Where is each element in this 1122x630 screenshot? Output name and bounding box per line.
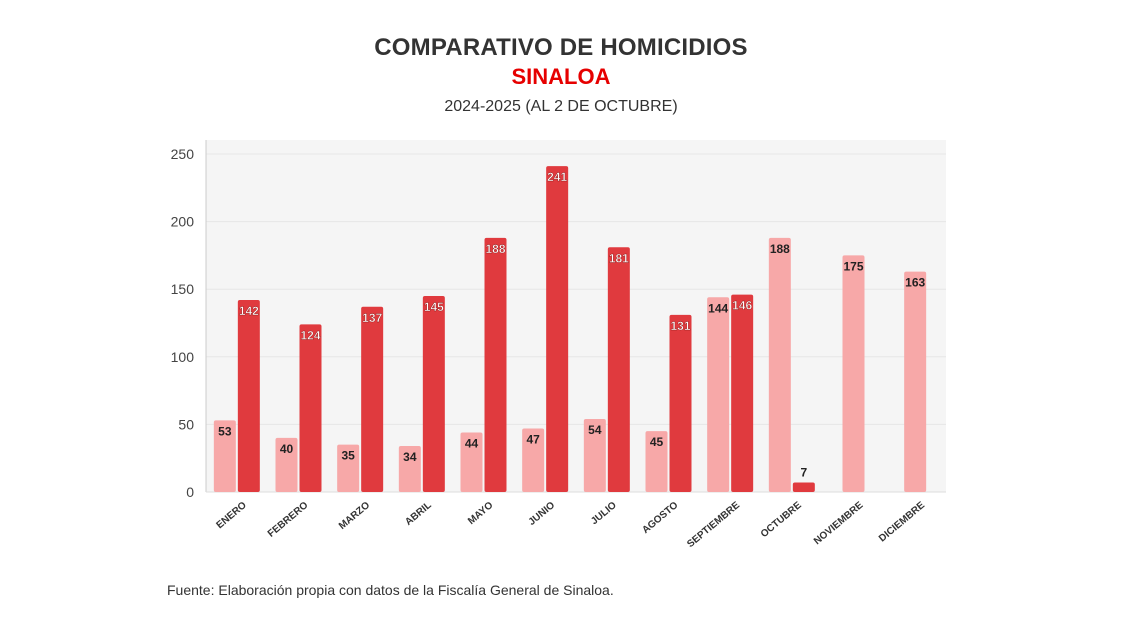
- source-note: Fuente: Elaboración propia con datos de …: [167, 582, 614, 598]
- data-label-2025: 145: [424, 300, 444, 314]
- data-label-2025: 124: [300, 328, 320, 342]
- bar-2024: [337, 444, 360, 492]
- bar-2025: [361, 306, 384, 492]
- chart-period: 2024-2025 (AL 2 DE OCTUBRE): [444, 98, 678, 115]
- data-label-2024: 54: [588, 423, 602, 437]
- x-tick-label: JUNIO: [527, 500, 558, 528]
- x-tick-label: ENERO: [214, 500, 248, 531]
- bar-2024: [213, 420, 236, 492]
- x-tick-label: NOVIEMBRE: [812, 500, 866, 548]
- bar-2025: [792, 482, 815, 492]
- bar-2025: [669, 314, 692, 492]
- bar-2024: [460, 432, 483, 492]
- data-label-2025: 137: [362, 311, 382, 325]
- bar-2025: [299, 324, 322, 492]
- data-label-2024: 144: [708, 301, 728, 315]
- data-label-2025: 131: [670, 319, 690, 333]
- y-tick-label: 0: [186, 484, 194, 500]
- plot-background: [206, 140, 946, 492]
- bar-2024: [768, 237, 791, 492]
- data-label-2025: 181: [609, 251, 629, 265]
- bar-2024: [275, 437, 298, 492]
- bar-2025: [484, 237, 507, 492]
- bar-2024: [583, 418, 606, 492]
- y-tick-label: 200: [171, 214, 195, 230]
- x-tick-label: SEPTIEMBRE: [685, 500, 742, 550]
- data-label-2024: 163: [905, 276, 925, 290]
- data-label-2025: 188: [485, 242, 505, 256]
- x-tick-label: ABRIL: [403, 500, 433, 528]
- data-label-2024: 40: [280, 442, 294, 456]
- data-label-2024: 175: [843, 259, 863, 273]
- bar-2025: [607, 247, 630, 492]
- data-label-2025: 7: [800, 466, 807, 480]
- data-label-2024: 34: [403, 450, 417, 464]
- y-tick-label: 150: [171, 281, 195, 297]
- bar-2024: [645, 431, 668, 492]
- data-label-2024: 188: [770, 242, 790, 256]
- x-tick-label: JULIO: [589, 500, 619, 527]
- y-tick-label: 100: [171, 349, 195, 365]
- x-tick-label: FEBRERO: [266, 500, 311, 540]
- bar-2024: [842, 255, 865, 492]
- bar-2025: [546, 166, 569, 492]
- bar-2025: [422, 295, 445, 492]
- bar-2024: [904, 271, 927, 492]
- x-tick-label: MAYO: [466, 500, 496, 527]
- bar-2025: [731, 294, 754, 492]
- data-label-2024: 44: [465, 437, 479, 451]
- bar-2024: [522, 428, 545, 492]
- x-tick-label: AGOSTO: [640, 500, 680, 536]
- y-tick-label: 250: [171, 146, 195, 162]
- data-label-2024: 47: [526, 432, 540, 446]
- data-label-2025: 241: [547, 170, 567, 184]
- data-label-2025: 146: [732, 299, 752, 313]
- y-tick-label: 50: [178, 416, 194, 432]
- bar-2024: [398, 446, 421, 492]
- data-label-2025: 142: [239, 304, 259, 318]
- chart-subtitle: SINALOA: [511, 64, 611, 89]
- x-tick-label: OCTUBRE: [759, 500, 804, 540]
- data-label-2024: 45: [650, 435, 664, 449]
- bar-chart: 0 50 100 150 200 250 53 142 ENERO 40 124 FEBRERO 35 1…: [171, 140, 946, 550]
- x-tick-label: DICIEMBRE: [877, 500, 927, 545]
- data-label-2024: 53: [218, 424, 232, 438]
- x-tick-label: MARZO: [337, 500, 372, 532]
- bar-2025: [237, 300, 260, 492]
- data-label-2024: 35: [341, 449, 355, 463]
- bar-2024: [707, 297, 730, 492]
- chart-title: COMPARATIVO DE HOMICIDIOS: [374, 34, 748, 61]
